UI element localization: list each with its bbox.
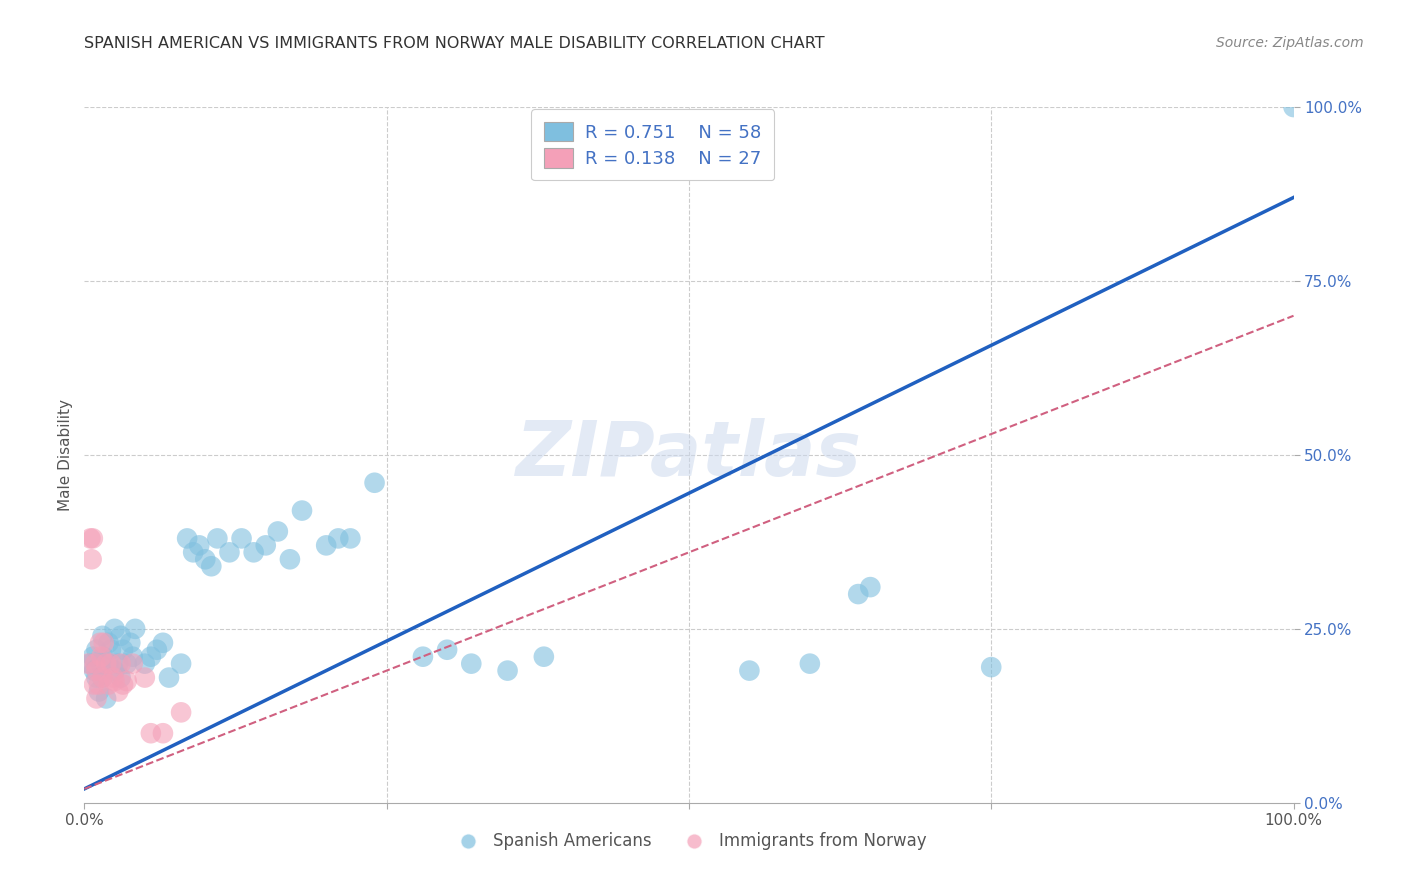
Point: [89, 657, 111, 671]
Point: [124, 622, 146, 636]
Point: [115, 657, 138, 671]
Point: [436, 642, 458, 657]
Point: [82, 649, 104, 664]
Point: [82, 532, 104, 546]
Point: [89, 636, 111, 650]
Point: [86, 691, 108, 706]
Point: [84, 657, 107, 671]
Point: [267, 524, 290, 539]
Point: [87, 684, 110, 698]
Point: [121, 649, 143, 664]
Point: [799, 657, 821, 671]
Point: [254, 538, 277, 552]
Point: [97, 677, 120, 691]
Point: [104, 674, 127, 689]
Point: [79, 657, 101, 671]
Point: [146, 642, 169, 657]
Point: [104, 664, 127, 678]
Point: [170, 706, 193, 720]
Point: [139, 649, 162, 664]
Point: [291, 503, 314, 517]
Point: [1282, 100, 1305, 114]
Point: [104, 622, 127, 636]
Point: [91, 671, 114, 685]
Point: [170, 657, 193, 671]
Point: [328, 532, 350, 546]
Point: [152, 636, 174, 650]
Point: [112, 677, 135, 691]
Point: [86, 664, 108, 678]
Point: [157, 671, 180, 685]
Point: [139, 726, 162, 740]
Text: ZIPatlas: ZIPatlas: [516, 418, 862, 491]
Point: [91, 629, 114, 643]
Point: [86, 642, 108, 657]
Point: [460, 657, 482, 671]
Point: [176, 532, 198, 546]
Y-axis label: Male Disability: Male Disability: [58, 399, 73, 511]
Point: [200, 559, 222, 574]
Point: [107, 684, 129, 698]
Point: [134, 671, 156, 685]
Point: [120, 636, 142, 650]
Point: [242, 545, 264, 559]
Point: [93, 636, 115, 650]
Point: [97, 636, 120, 650]
Point: [980, 660, 1002, 674]
Point: [107, 657, 129, 671]
Point: [363, 475, 385, 490]
Point: [115, 674, 138, 689]
Point: [86, 671, 108, 685]
Point: [110, 657, 132, 671]
Point: [94, 691, 117, 706]
Point: [110, 671, 132, 685]
Point: [339, 532, 361, 546]
Point: [533, 649, 555, 664]
Point: [412, 649, 434, 664]
Legend: Spanish Americans, Immigrants from Norway: Spanish Americans, Immigrants from Norwa…: [444, 826, 934, 857]
Text: Source: ZipAtlas.com: Source: ZipAtlas.com: [1216, 36, 1364, 50]
Point: [496, 664, 519, 678]
Point: [188, 538, 211, 552]
Point: [110, 629, 132, 643]
Point: [87, 677, 110, 691]
Point: [97, 657, 120, 671]
Point: [218, 545, 240, 559]
Point: [93, 649, 115, 664]
Point: [100, 657, 122, 671]
Point: [194, 552, 217, 566]
Point: [103, 671, 125, 685]
Point: [738, 664, 761, 678]
Point: [846, 587, 869, 601]
Point: [79, 532, 101, 546]
Text: SPANISH AMERICAN VS IMMIGRANTS FROM NORWAY MALE DISABILITY CORRELATION CHART: SPANISH AMERICAN VS IMMIGRANTS FROM NORW…: [84, 36, 825, 51]
Point: [100, 642, 122, 657]
Point: [134, 657, 156, 671]
Point: [207, 532, 229, 546]
Point: [152, 726, 174, 740]
Point: [859, 580, 882, 594]
Point: [278, 552, 301, 566]
Point: [90, 649, 112, 664]
Point: [83, 664, 105, 678]
Point: [94, 657, 117, 671]
Point: [231, 532, 253, 546]
Point: [112, 642, 135, 657]
Point: [80, 552, 103, 566]
Point: [181, 545, 204, 559]
Point: [83, 677, 105, 691]
Point: [91, 671, 114, 685]
Point: [315, 538, 337, 552]
Point: [77, 657, 100, 671]
Point: [121, 657, 143, 671]
